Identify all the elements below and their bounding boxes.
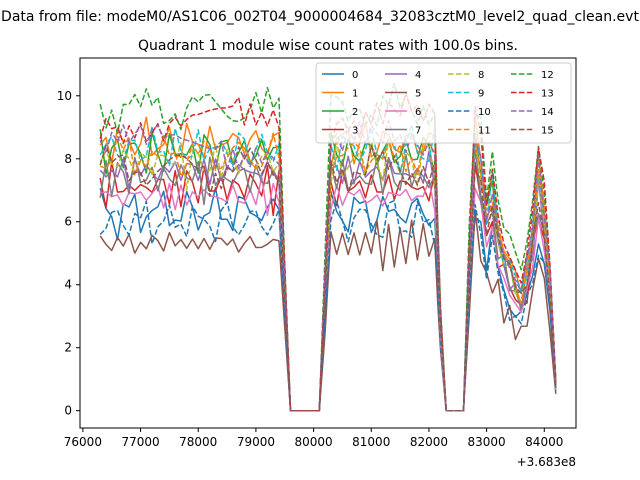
series-line-6 xyxy=(99,176,557,412)
y-tick-label: 6 xyxy=(64,215,72,229)
plot-frame xyxy=(79,57,577,429)
y-tick-label: 10 xyxy=(57,89,72,103)
x-tick-label: 79000 xyxy=(237,435,275,449)
legend-label-7: 7 xyxy=(415,126,421,137)
y-tick-label: 2 xyxy=(64,341,72,355)
legend-label-0: 0 xyxy=(352,70,358,81)
x-tick-label: 80000 xyxy=(294,435,332,449)
x-tick-label: 77000 xyxy=(121,435,159,449)
series-line-5 xyxy=(99,209,557,412)
legend-label-5: 5 xyxy=(415,89,421,100)
legend-label-8: 8 xyxy=(478,70,484,81)
x-tick-label: 84000 xyxy=(525,435,563,449)
legend-label-15: 15 xyxy=(541,126,554,137)
x-tick-label: 76000 xyxy=(64,435,102,449)
y-axis-ticks: 0 2 4 6 8 10 xyxy=(57,89,80,418)
legend-label-13: 13 xyxy=(541,89,554,100)
y-tick-label: 4 xyxy=(64,278,72,292)
figure-suptitle: Data from file: modeM0/AS1C06_002T04_900… xyxy=(1,9,639,25)
legend-label-11: 11 xyxy=(478,126,491,137)
legend-label-3: 3 xyxy=(352,126,358,137)
y-tick-label: 0 xyxy=(64,404,72,418)
x-offset-label: +3.683e8 xyxy=(517,455,576,469)
legend-label-12: 12 xyxy=(541,70,554,81)
x-tick-label: 81000 xyxy=(352,435,390,449)
y-tick-label: 8 xyxy=(64,152,72,166)
legend-label-14: 14 xyxy=(541,107,554,118)
chart-title: Quadrant 1 module wise count rates with … xyxy=(138,38,518,54)
legend-label-9: 9 xyxy=(478,89,484,100)
series-line-15 xyxy=(99,144,557,412)
x-axis-ticks: 76000 77000 78000 79000 80000 81000 82000 83000… xyxy=(64,428,563,449)
legend-label-1: 1 xyxy=(352,89,358,100)
legend-label-2: 2 xyxy=(352,107,358,118)
legend-box xyxy=(315,62,572,144)
legend-label-4: 4 xyxy=(415,70,421,81)
series-line-10 xyxy=(99,199,557,412)
x-tick-label: 82000 xyxy=(410,435,448,449)
legend-label-10: 10 xyxy=(478,107,491,118)
x-tick-label: 83000 xyxy=(468,435,506,449)
x-tick-label: 78000 xyxy=(179,435,217,449)
legend-label-6: 6 xyxy=(415,107,421,118)
